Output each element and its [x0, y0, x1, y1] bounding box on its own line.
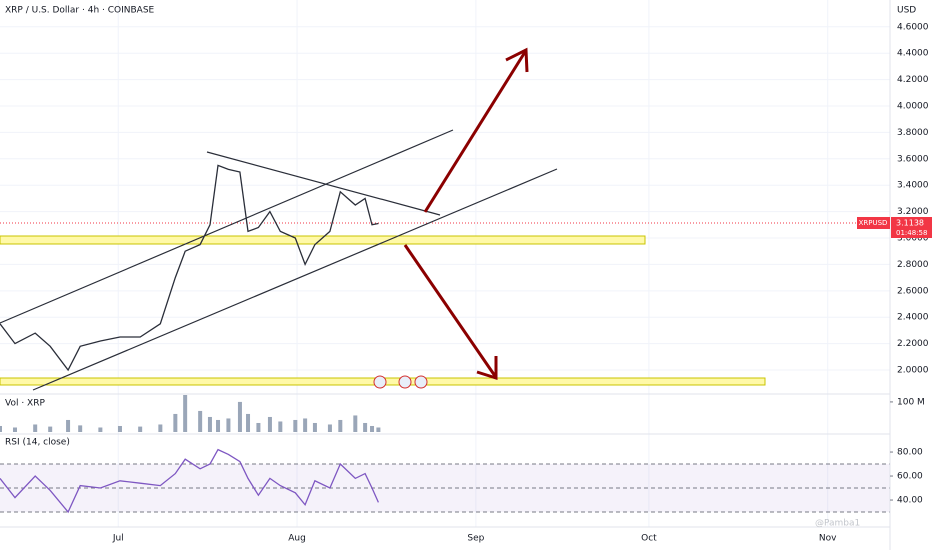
y-tick-label: 3.0000 [897, 234, 929, 244]
x-tick-label: Aug [288, 534, 306, 544]
channel-upper [0, 129, 454, 324]
volume-bar [216, 419, 221, 432]
volume-bar [138, 426, 143, 432]
volume-bar [207, 416, 212, 432]
series-line [0, 164, 379, 372]
arrow-down-head [476, 356, 498, 381]
volume-bar [226, 418, 231, 432]
y-tick-label: 2.4000 [897, 313, 929, 323]
event-icon [398, 375, 412, 389]
volume-bar [66, 419, 71, 432]
trend-lines [0, 129, 558, 391]
y-tick-label: 4.2000 [897, 75, 929, 85]
x-tick-label: Sep [467, 534, 484, 544]
y-tick-label: 3.2000 [897, 207, 929, 217]
y-tick-label: 4.4000 [897, 49, 929, 59]
arrow-up [423, 51, 527, 213]
volume-bar [173, 413, 178, 432]
volume-bar [117, 425, 122, 432]
volume-bar [246, 413, 251, 432]
volume-bar [48, 426, 53, 432]
arrow-down [403, 244, 497, 377]
channel-lower [32, 168, 558, 391]
countdown-label: 01:48:58 [896, 229, 927, 237]
grid [0, 0, 890, 527]
volume-bar [0, 425, 2, 432]
price-box [891, 216, 932, 238]
event-icons [373, 375, 428, 389]
chart-title: XRP / U.S. Dollar · 4h · COINBASE [5, 6, 155, 16]
series [0, 164, 381, 514]
x-tick-label: Jul [112, 534, 124, 544]
y-tick-label: 60.00 [897, 472, 923, 482]
event-icon [373, 375, 387, 389]
volume-bar [312, 422, 317, 432]
y-tick-label: 2.8000 [897, 260, 929, 270]
x-tick-label: Nov [819, 534, 837, 544]
symbol-label: XRPUSD [859, 219, 888, 227]
y-tick-label: 4.0000 [897, 102, 929, 112]
volume-bar [98, 427, 103, 432]
series-line [0, 448, 379, 514]
y-tick-label: 2.0000 [897, 366, 929, 376]
volume-bar [198, 410, 203, 432]
volume-bar [183, 395, 188, 432]
volume-bar [158, 424, 163, 432]
y-tick-label: 40.00 [897, 496, 923, 506]
x-tick-label: Oct [641, 534, 657, 544]
y-tick-label: 3.4000 [897, 181, 929, 191]
volume-bar [370, 425, 375, 432]
symbol-box [857, 216, 890, 229]
volume-bar [363, 422, 368, 432]
volume-bar [33, 424, 38, 432]
volume-bar [376, 427, 381, 432]
descending-line [206, 151, 441, 216]
y-tick-label: 2.2000 [897, 339, 929, 349]
watermark: @Pamba1 [815, 519, 860, 529]
volume-bar [78, 425, 83, 432]
volume-bar [278, 421, 283, 432]
volume-bar [327, 424, 332, 432]
support-zone [0, 235, 646, 245]
volume-bar [12, 427, 17, 432]
volume-bar [353, 415, 358, 432]
y-tick-label: 4.6000 [897, 22, 929, 32]
pane-title: Vol · XRP [5, 399, 45, 409]
volume-bar [293, 419, 298, 432]
volume-bar [303, 418, 308, 432]
volume-bar [256, 422, 261, 432]
y-tick-label: 2.6000 [897, 286, 929, 296]
arrow-up-head [505, 47, 529, 73]
arrows [403, 47, 529, 381]
last-price-label: 3.1138 [896, 218, 924, 227]
volume-bar [267, 416, 272, 432]
y-tick-label: 3.6000 [897, 154, 929, 164]
volume-bar [237, 401, 242, 432]
y-axis-label: USD [897, 6, 916, 16]
pane-title: RSI (14, close) [5, 438, 70, 448]
y-tick-label: 3.8000 [897, 128, 929, 138]
volume-bar [338, 419, 343, 432]
y-tick-label: 80.00 [897, 448, 923, 458]
y-tick-label: 100 M [897, 397, 925, 407]
event-icon [414, 375, 428, 389]
